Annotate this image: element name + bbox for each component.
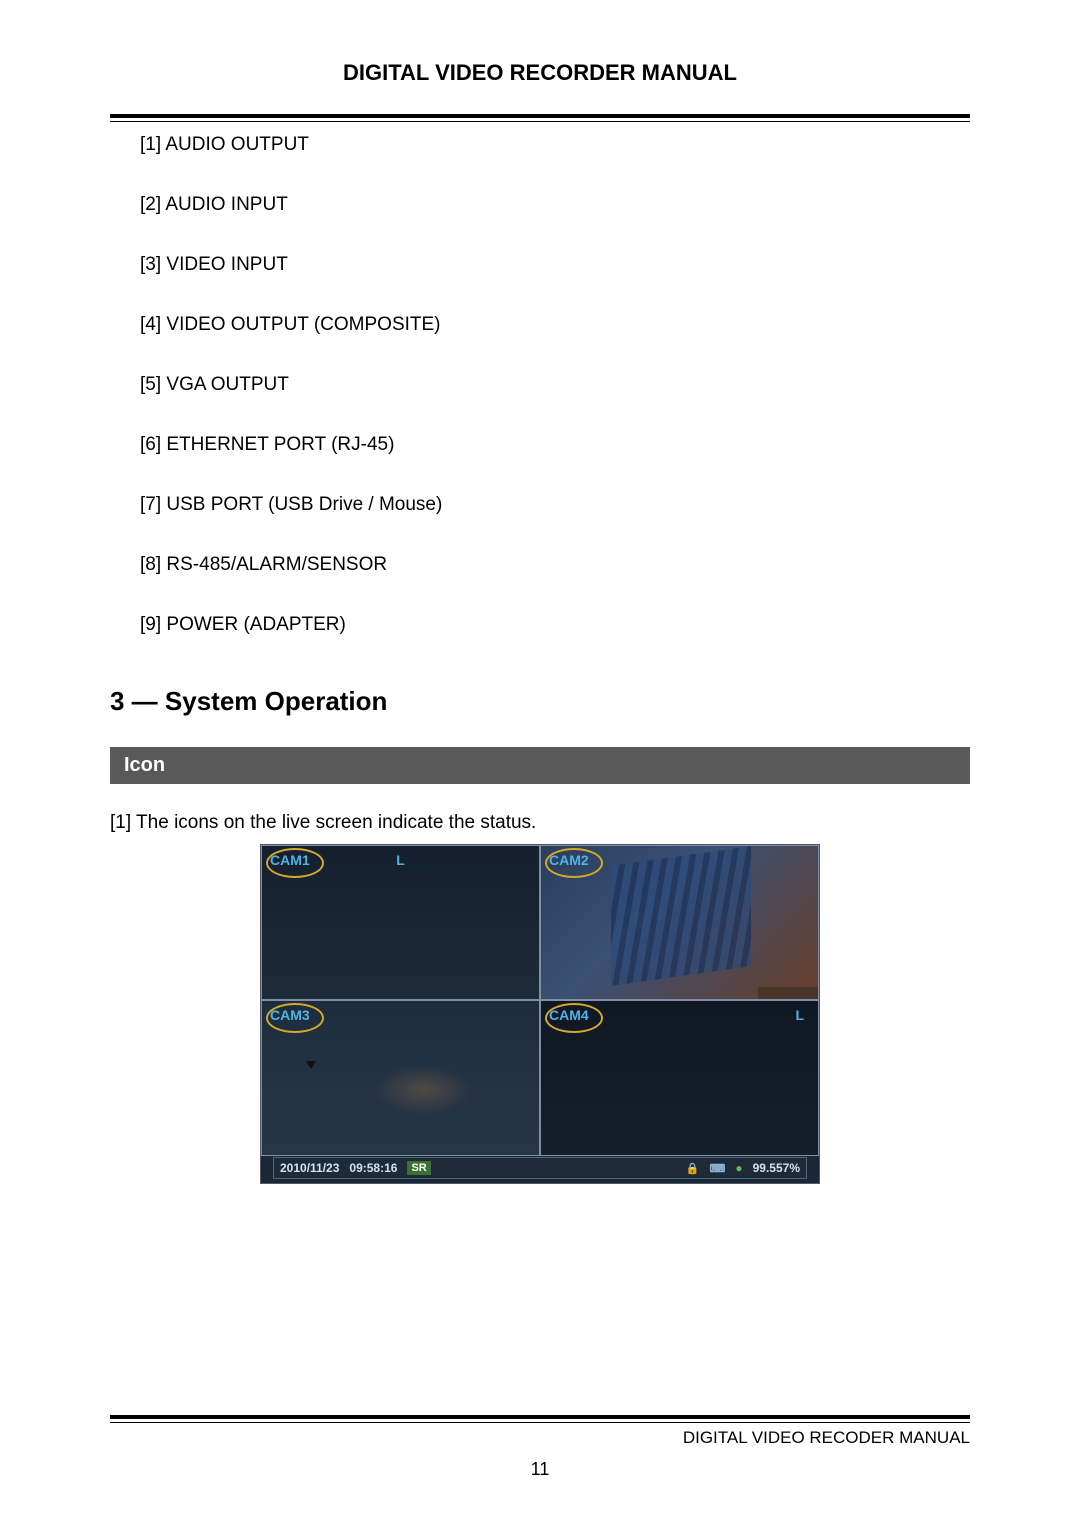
page-number: 11: [0, 1459, 1080, 1480]
footer-rule: [110, 1415, 970, 1423]
port-item: [9] POWER (ADAPTER): [140, 614, 970, 636]
camera-panel-1: CAM1 L: [261, 845, 540, 1000]
highlight-circle-icon: [545, 848, 603, 878]
lock-icon: 🔒: [686, 1162, 700, 1175]
scene-graphic: [373, 1065, 473, 1115]
keyboard-icon: ⌨: [709, 1162, 725, 1175]
status-time: 09:58:16: [349, 1161, 397, 1175]
port-item: [2] AUDIO INPUT: [140, 194, 970, 216]
disk-icon: ●: [735, 1161, 742, 1175]
port-item: [6] ETHERNET PORT (RJ-45): [140, 434, 970, 456]
port-item: [1] AUDIO OUTPUT: [140, 134, 970, 156]
footer-rule-thin: [110, 1422, 970, 1423]
L-indicator: L: [396, 852, 405, 868]
disk-percentage: 99.557%: [753, 1161, 800, 1175]
camera-panel-4: CAM4 L: [540, 1000, 819, 1155]
port-list: [1] AUDIO OUTPUT [2] AUDIO INPUT [3] VID…: [140, 134, 970, 636]
L-indicator: L: [795, 1007, 804, 1023]
port-item: [8] RS-485/ALARM/SENSOR: [140, 554, 970, 576]
highlight-circle-icon: [266, 1003, 324, 1033]
port-item: [5] VGA OUTPUT: [140, 374, 970, 396]
subsection-bar: Icon: [110, 747, 970, 784]
header-rule-thick: [110, 114, 970, 118]
scene-graphic: [611, 846, 751, 986]
page-header-title: DIGITAL VIDEO RECORDER MANUAL: [110, 60, 970, 86]
cursor-icon: [306, 1061, 316, 1069]
status-sr-badge: SR: [407, 1161, 430, 1175]
status-icons: 🔒 ⌨ ● 99.557%: [686, 1161, 800, 1175]
section-heading: 3 — System Operation: [110, 686, 970, 717]
footer-text: DIGITAL VIDEO RECODER MANUAL: [683, 1428, 970, 1448]
dvr-live-screen: CAM1 L CAM2 CAM3 CAM4 L: [260, 844, 820, 1184]
port-item: [7] USB PORT (USB Drive / Mouse): [140, 494, 970, 516]
footer-rule-thick: [110, 1415, 970, 1419]
camera-panel-3: CAM3: [261, 1000, 540, 1155]
screenshot-wrap: CAM1 L CAM2 CAM3 CAM4 L: [110, 844, 970, 1184]
port-item: [3] VIDEO INPUT: [140, 254, 970, 276]
status-bar: 2010/11/23 09:58:16 SR 🔒 ⌨ ● 99.557%: [273, 1157, 807, 1179]
header-rule-thin: [110, 121, 970, 122]
camera-panel-2: CAM2: [540, 845, 819, 1000]
scene-graphic: [758, 987, 818, 999]
status-date: 2010/11/23: [280, 1161, 339, 1175]
icon-description: [1] The icons on the live screen indicat…: [110, 812, 970, 834]
highlight-circle-icon: [266, 848, 324, 878]
highlight-circle-icon: [545, 1003, 603, 1033]
port-item: [4] VIDEO OUTPUT (COMPOSITE): [140, 314, 970, 336]
